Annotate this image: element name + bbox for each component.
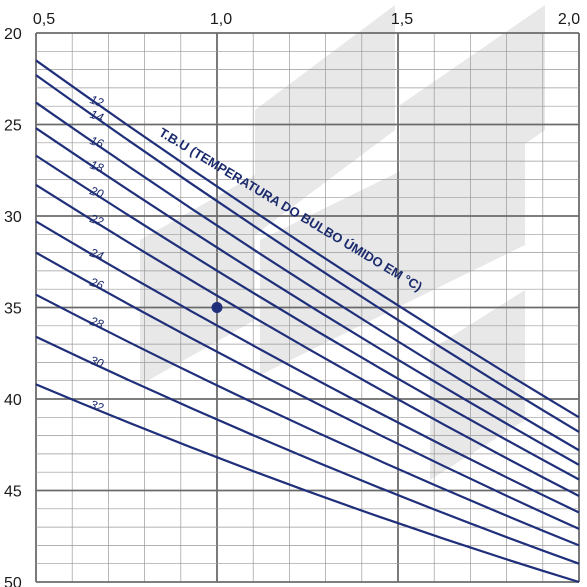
tbu-curve xyxy=(35,101,580,452)
x-tick-label: 0,5 xyxy=(33,11,55,28)
y-tick-label: 20 xyxy=(4,26,22,43)
curve-label: 26 xyxy=(87,274,106,292)
curve-label: 16 xyxy=(88,133,106,151)
x-tick-label: 1,0 xyxy=(210,11,232,28)
curve-label: 22 xyxy=(87,211,106,229)
tbu-curve xyxy=(35,220,580,514)
curve-label: 12 xyxy=(88,92,106,110)
y-tick-label: 30 xyxy=(4,209,22,226)
y-tick-label: 50 xyxy=(4,575,22,587)
curve-label: 18 xyxy=(88,158,106,176)
curve-label: 24 xyxy=(87,245,106,263)
y-tick-label: 40 xyxy=(4,392,22,409)
tbu-curve xyxy=(35,293,580,547)
x-tick-label: 2,0 xyxy=(558,11,580,28)
y-tick-label: 45 xyxy=(4,484,22,501)
tbu-curves xyxy=(35,59,580,584)
tbu-curve xyxy=(35,59,580,419)
tbu-curve xyxy=(35,74,580,433)
curve-label: 20 xyxy=(87,183,106,201)
y-tick-label: 35 xyxy=(4,301,22,318)
x-tick-label: 1,5 xyxy=(391,11,413,28)
axis-ticks: 0,5 1,0 1,5 2,0 20 25 30 35 40 45 50 xyxy=(4,11,580,587)
tbu-curve xyxy=(35,383,580,584)
marker-point xyxy=(211,302,223,313)
y-tick-label: 25 xyxy=(4,118,22,135)
tbu-curve xyxy=(35,251,580,530)
curve-label: 32 xyxy=(88,397,106,415)
tbu-curve xyxy=(35,183,580,497)
tbu-curve xyxy=(35,335,580,565)
tbu-curve xyxy=(35,127,580,466)
curve-label: 28 xyxy=(87,313,106,331)
marker-group xyxy=(211,302,223,313)
tbu-curve xyxy=(35,154,580,481)
curve-label: 14 xyxy=(88,107,106,125)
watermark-background xyxy=(140,5,545,480)
curve-label: 30 xyxy=(88,353,106,371)
